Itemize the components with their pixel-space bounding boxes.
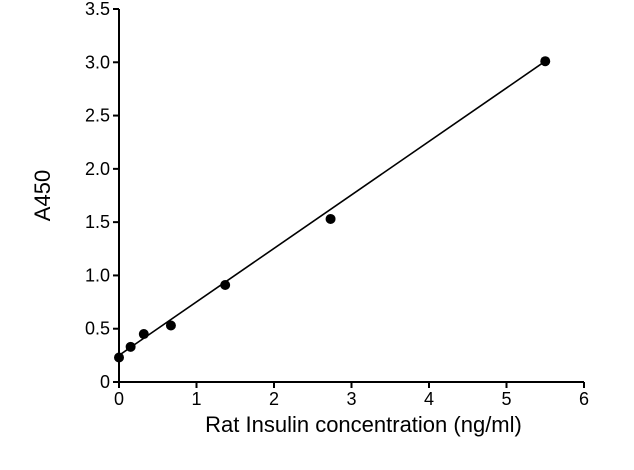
y-tick-label: 3.5	[85, 0, 110, 19]
fit-line	[118, 60, 546, 357]
y-axis-label: A450	[30, 170, 55, 221]
data-point	[114, 352, 124, 363]
x-tick-label: 6	[579, 389, 589, 409]
y-tick-label: 2.5	[85, 106, 110, 126]
y-tick-label: 1.0	[85, 265, 110, 285]
data-points	[114, 56, 551, 363]
y-tick-label: 3.0	[85, 52, 110, 72]
data-point	[125, 341, 136, 352]
x-axis-label: Rat Insulin concentration (ng/ml)	[205, 412, 522, 437]
x-tick-label: 1	[191, 389, 201, 409]
y-tick-label: 0	[100, 372, 110, 392]
y-axis: 0 0.5 1.0 1.5 2.0 2.5 3.0 3.5	[85, 0, 120, 392]
data-point	[165, 320, 176, 331]
y-tick-label: 2.0	[85, 159, 110, 179]
x-axis: 0 1 2 3 4 5 6	[114, 381, 589, 409]
fit-line-group	[118, 60, 546, 357]
x-tick-label: 0	[114, 389, 124, 409]
x-tick-label: 4	[424, 389, 434, 409]
x-tick-label: 2	[269, 389, 279, 409]
x-tick-label: 3	[346, 389, 356, 409]
y-tick-label: 1.5	[85, 212, 110, 232]
data-point	[325, 213, 336, 224]
y-tick-label: 0.5	[85, 319, 110, 339]
data-point	[138, 329, 149, 340]
data-point	[220, 280, 231, 291]
data-point	[540, 56, 551, 67]
x-tick-label: 5	[501, 389, 511, 409]
